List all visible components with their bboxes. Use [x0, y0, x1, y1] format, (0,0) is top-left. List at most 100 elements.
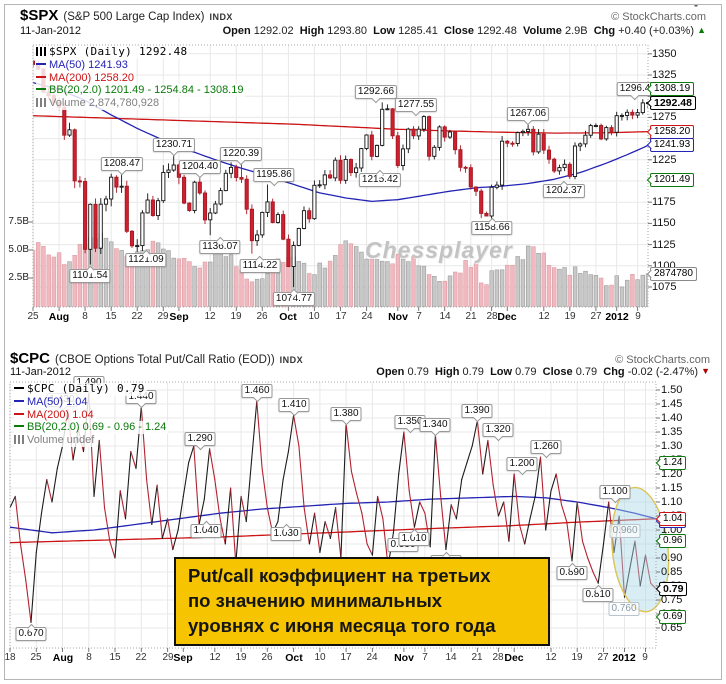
- x-axis-label: 29: [162, 652, 174, 663]
- x-axis-label: 28: [486, 311, 498, 322]
- price-annotation: 0.960: [609, 524, 641, 538]
- axis-tick-label: 0.85: [661, 566, 683, 578]
- axis-value-box: 1241.93: [650, 138, 695, 152]
- watermark: Chessplayer: [365, 237, 513, 263]
- x-axis-label: 24: [366, 652, 378, 663]
- axis-value-box: 1308.19: [650, 82, 695, 96]
- change-arrow-icon: ▲: [697, 25, 706, 35]
- price-annotation: 1101.54: [69, 269, 111, 283]
- legend-item: MA(200) 1258.20: [36, 71, 136, 85]
- x-axis-label: 10: [314, 652, 326, 663]
- line-swatch-icon: [14, 387, 24, 389]
- price-annotation: 1.320: [482, 423, 514, 437]
- axis-value-box: 2874780: [650, 267, 697, 281]
- price-annotation: 1.460: [241, 384, 273, 398]
- legend-item: BB(20,2.0) 1201.49 - 1254.84 - 1308.19: [36, 84, 246, 98]
- x-axis-label: Oct: [285, 652, 303, 664]
- annotation-callout: Put/call коэффициент на третьих по значе…: [174, 557, 550, 646]
- axis-tick-label: 1.10: [661, 496, 683, 508]
- x-axis-label: 14: [445, 652, 457, 663]
- price-annotation: 1.040: [190, 524, 222, 538]
- volume-tick-label: 7.5B: [8, 216, 29, 227]
- axis-tick-label: 1150: [652, 217, 676, 229]
- axis-tick-label: 1.40: [661, 412, 683, 424]
- x-axis-label: 29: [157, 311, 169, 322]
- axis-tick-label: 1175: [652, 196, 676, 208]
- axis-value-box: 0.79: [659, 582, 688, 596]
- price-annotation: 1.290: [184, 432, 216, 446]
- price-annotation: 1.030: [270, 527, 302, 541]
- axis-value-box: 1258.20: [650, 125, 695, 139]
- x-axis-label: 12: [204, 311, 216, 322]
- x-axis-label: 17: [335, 311, 347, 322]
- line-swatch-icon: [14, 412, 24, 415]
- x-axis-label: 9: [635, 311, 641, 322]
- axis-tick-label: 0.65: [661, 622, 683, 634]
- axis-tick-label: 1350: [652, 48, 677, 60]
- x-axis-label: 25: [27, 311, 39, 322]
- volume-tick-label: 2.5B: [8, 272, 29, 283]
- x-axis-label: Aug: [48, 311, 70, 323]
- axis-value-box: 0.96: [659, 534, 687, 548]
- price-annotation: 1114.22: [239, 259, 281, 273]
- x-axis-label: 26: [261, 652, 273, 663]
- image-border: [4, 4, 722, 680]
- x-axis-label: 25: [30, 652, 42, 663]
- axis-tick-label: 1225: [652, 154, 677, 166]
- spx-date: 11-Jan-2012: [20, 25, 81, 37]
- x-axis-label: 22: [131, 311, 143, 322]
- x-axis-label: 21: [471, 652, 483, 663]
- cpc-legend: $CPC (Daily) 0.79 MA(50) 1.04 MA(200) 1.04…: [14, 382, 169, 447]
- price-annotation: 1.340: [419, 418, 451, 432]
- x-axis-label: 19: [230, 311, 242, 322]
- price-annotation: 1.100: [599, 485, 631, 499]
- axis-tick-label: 1.20: [661, 468, 683, 480]
- x-axis-label: 14: [439, 311, 451, 322]
- price-annotation: 1230.71: [152, 138, 196, 152]
- corner-mark: -: [694, 0, 698, 12]
- stockcharts-credit-2: © StockCharts.com: [615, 354, 710, 366]
- axis-value-box: 1201.49: [650, 173, 695, 187]
- x-axis-label: Dec: [504, 652, 524, 664]
- stockcharts-credit: © StockCharts.com: [611, 11, 706, 23]
- spx-exchange: INDX: [209, 12, 233, 22]
- spx-description: (S&P 500 Large Cap Index): [63, 11, 205, 23]
- legend-item: BB(20,2.0) 0.69 - 0.96 - 1.24: [14, 421, 169, 435]
- price-annotation: 1.350: [394, 415, 426, 429]
- x-axis-label: 12: [545, 652, 557, 663]
- cpc-exchange: INDX: [279, 355, 304, 365]
- axis-tick-label: 1.35: [661, 426, 683, 438]
- price-annotation: 1074.77: [272, 292, 316, 306]
- spx-legend: $SPX (Daily) 1292.48 MA(50) 1241.93 MA(200…: [36, 45, 246, 110]
- line-swatch-icon: [36, 62, 46, 65]
- x-axis-label: 26: [256, 311, 268, 322]
- x-axis-label: 19: [235, 652, 247, 663]
- price-annotation: 1.410: [278, 398, 310, 412]
- price-annotation: 1292.66: [354, 85, 398, 99]
- x-axis-label: 24: [361, 311, 373, 322]
- cpc-quote-row: 11-Jan-2012 Open 0.79 High 0.79 Low 0.79…: [10, 366, 710, 378]
- x-axis-label: 17: [340, 652, 352, 663]
- price-annotation: 0.810: [582, 588, 614, 602]
- legend-item: MA(50) 1241.93: [36, 58, 130, 72]
- cpc-date: 11-Jan-2012: [10, 366, 71, 378]
- x-axis-label: Nov: [394, 652, 414, 664]
- axis-value-box: 1.04: [659, 512, 687, 526]
- cpc-ohlc-quote: Open 0.79 High 0.79 Low 0.79 Close 0.79 …: [376, 366, 710, 378]
- volume-tick-label: 5.0B: [8, 244, 29, 255]
- axis-tick-label: 1125: [652, 239, 676, 251]
- axis-tick-label: 1075: [652, 281, 677, 293]
- x-axis-label: 19: [564, 311, 576, 322]
- line-swatch-icon: [36, 75, 46, 78]
- x-axis-label: 22: [135, 652, 147, 663]
- price-annotation: 1158.66: [471, 221, 513, 235]
- price-annotation: 1121.09: [125, 253, 167, 267]
- x-axis-label: 18: [4, 652, 16, 663]
- axis-tick-label: 1.50: [661, 384, 683, 396]
- spx-symbol: $SPX: [20, 7, 59, 24]
- x-axis-label: 8: [86, 652, 92, 663]
- x-axis-label: 10: [308, 311, 320, 322]
- x-axis-label: 2012: [605, 311, 629, 323]
- cpc-header: $CPC (CBOE Options Total Put/Call Ratio …: [10, 350, 710, 367]
- price-annotation: 1202.37: [542, 184, 586, 198]
